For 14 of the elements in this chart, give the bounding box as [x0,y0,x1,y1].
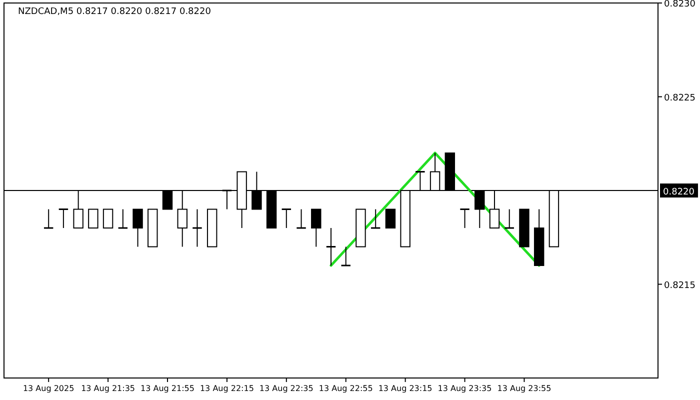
y-tick-label: 0.8230 [664,0,696,10]
x-tick-label: 13 Aug 2025 [22,384,74,393]
ref-line-label: 0.8220 [663,188,695,198]
y-tick-label: 0.8215 [664,280,696,291]
x-tick-label: 13 Aug 21:55 [140,384,194,393]
chart-title: NZDCAD,M5 0.8217 0.8220 0.8217 0.8220 [18,7,212,17]
x-tick-label: 13 Aug 23:55 [497,384,552,393]
x-tick-label: 13 Aug 23:15 [378,384,432,393]
y-tick-label: 0.8225 [664,93,696,104]
x-tick-label: 13 Aug 23:35 [438,384,492,393]
x-tick-label: 13 Aug 22:15 [200,384,254,393]
x-tick-label: 13 Aug 22:55 [318,384,373,393]
x-tick-label: 13 Aug 22:35 [259,384,314,393]
x-tick-label: 13 Aug 21:35 [81,384,136,393]
